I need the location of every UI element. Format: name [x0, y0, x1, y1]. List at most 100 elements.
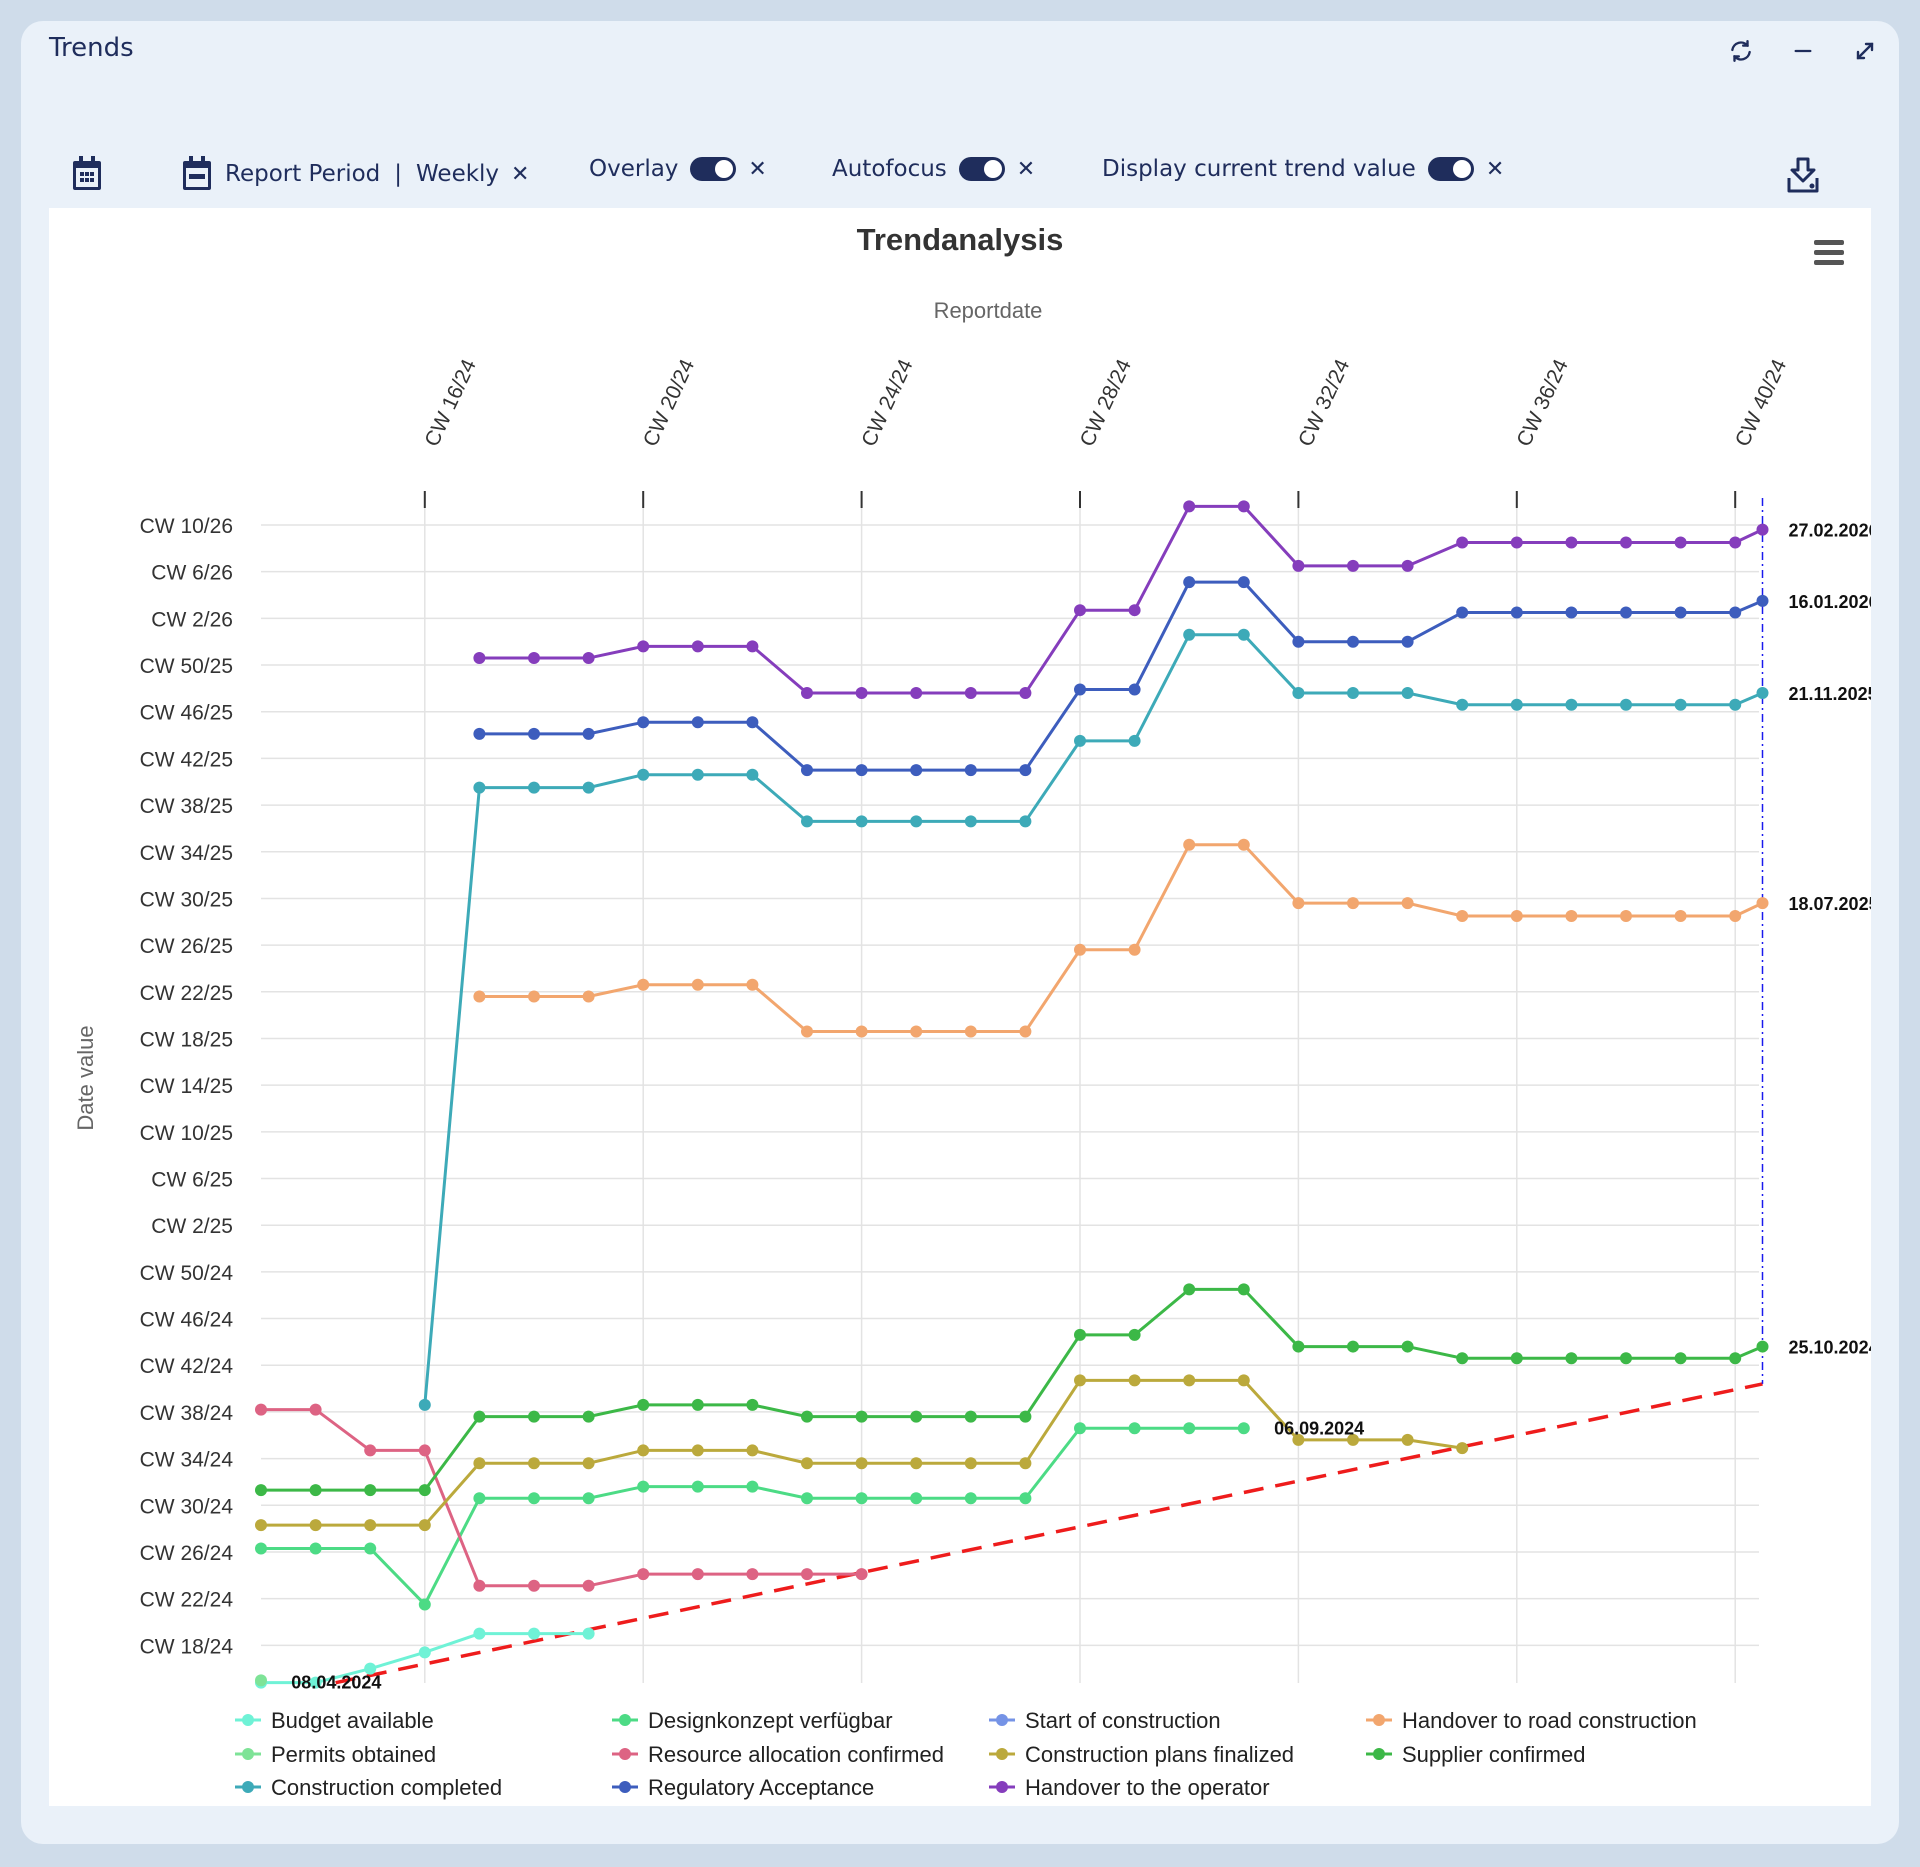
- data-point[interactable]: [1401, 687, 1414, 700]
- data-point[interactable]: [528, 727, 540, 740]
- data-point[interactable]: [309, 1519, 322, 1532]
- data-point[interactable]: [855, 1025, 868, 1038]
- data-point[interactable]: [1347, 635, 1359, 648]
- data-point[interactable]: [528, 1579, 540, 1592]
- data-point[interactable]: [1620, 698, 1632, 711]
- data-point[interactable]: [964, 764, 977, 777]
- data-point[interactable]: [1756, 687, 1769, 700]
- data-point[interactable]: [1674, 536, 1687, 549]
- data-point[interactable]: [1756, 1340, 1769, 1353]
- data-point[interactable]: [1074, 1422, 1086, 1435]
- legend-item[interactable]: Permits obtained: [235, 1742, 436, 1767]
- data-point[interactable]: [473, 727, 486, 740]
- data-point[interactable]: [746, 978, 759, 991]
- data-point[interactable]: [1347, 1340, 1359, 1353]
- data-point[interactable]: [1183, 500, 1196, 513]
- data-point[interactable]: [1729, 536, 1742, 549]
- expand-icon[interactable]: [1849, 35, 1881, 67]
- data-point[interactable]: [1565, 698, 1578, 711]
- remove-display-current-button[interactable]: ✕: [1485, 156, 1505, 182]
- data-point[interactable]: [1183, 1374, 1196, 1387]
- data-point[interactable]: [801, 1410, 813, 1423]
- data-point[interactable]: [855, 1568, 868, 1581]
- remove-autofocus-button[interactable]: ✕: [1016, 156, 1036, 182]
- data-point[interactable]: [1565, 1352, 1578, 1365]
- data-point[interactable]: [855, 1410, 868, 1423]
- minimize-icon[interactable]: [1787, 35, 1819, 67]
- data-point[interactable]: [801, 1457, 813, 1470]
- data-point[interactable]: [1674, 909, 1687, 922]
- data-point[interactable]: [528, 1457, 540, 1470]
- data-point[interactable]: [801, 764, 813, 777]
- data-point[interactable]: [964, 1457, 977, 1470]
- data-point[interactable]: [255, 1674, 267, 1687]
- data-point[interactable]: [1565, 606, 1578, 619]
- data-point[interactable]: [309, 1676, 322, 1689]
- report-period-chip[interactable]: Report Period | Weekly ✕: [181, 156, 529, 192]
- data-point[interactable]: [964, 1410, 977, 1423]
- data-point[interactable]: [801, 687, 813, 700]
- data-point[interactable]: [364, 1519, 377, 1532]
- data-point[interactable]: [1074, 683, 1086, 696]
- data-point[interactable]: [1401, 897, 1414, 910]
- data-point[interactable]: [801, 815, 813, 828]
- data-point[interactable]: [309, 1542, 322, 1555]
- data-point[interactable]: [691, 978, 704, 991]
- data-point[interactable]: [746, 640, 759, 653]
- data-point[interactable]: [1674, 1352, 1687, 1365]
- data-point[interactable]: [364, 1444, 377, 1457]
- data-point[interactable]: [1237, 1283, 1250, 1296]
- data-point[interactable]: [637, 716, 650, 729]
- data-point[interactable]: [1756, 594, 1769, 607]
- legend-item[interactable]: Regulatory Acceptance: [612, 1775, 874, 1800]
- data-point[interactable]: [691, 640, 704, 653]
- series-resource-allocation-confirmed[interactable]: [255, 1403, 868, 1592]
- legend-item[interactable]: Supplier confirmed: [1366, 1742, 1585, 1767]
- date-picker-button[interactable]: [71, 156, 103, 198]
- series-regulatory-acceptance[interactable]: [473, 576, 1769, 777]
- autofocus-toggle[interactable]: [958, 157, 1005, 181]
- refresh-icon[interactable]: [1725, 35, 1757, 67]
- data-point[interactable]: [801, 1492, 813, 1505]
- series-supplier-confirmed[interactable]: [255, 1283, 1769, 1497]
- data-point[interactable]: [582, 781, 595, 794]
- data-point[interactable]: [1128, 604, 1141, 617]
- data-point[interactable]: [364, 1662, 377, 1675]
- data-point[interactable]: [855, 687, 868, 700]
- data-point[interactable]: [1620, 536, 1632, 549]
- data-point[interactable]: [473, 781, 486, 794]
- data-point[interactable]: [1183, 1422, 1196, 1435]
- data-point[interactable]: [1347, 687, 1359, 700]
- data-point[interactable]: [855, 1492, 868, 1505]
- data-point[interactable]: [582, 1410, 595, 1423]
- data-point[interactable]: [1128, 734, 1141, 747]
- series-handover-to-road-construction[interactable]: [473, 838, 1769, 1038]
- data-point[interactable]: [582, 1457, 595, 1470]
- data-point[interactable]: [528, 1492, 540, 1505]
- data-point[interactable]: [473, 1627, 486, 1640]
- data-point[interactable]: [255, 1403, 267, 1416]
- data-point[interactable]: [1128, 1374, 1141, 1387]
- data-point[interactable]: [691, 1444, 704, 1457]
- data-point[interactable]: [1401, 559, 1414, 572]
- data-point[interactable]: [1183, 576, 1196, 589]
- remove-report-period-button[interactable]: ✕: [511, 161, 530, 187]
- display-current-toggle[interactable]: [1427, 157, 1474, 181]
- data-point[interactable]: [1456, 536, 1469, 549]
- data-point[interactable]: [1019, 1457, 1032, 1470]
- data-point[interactable]: [364, 1542, 377, 1555]
- data-point[interactable]: [1620, 1352, 1632, 1365]
- data-point[interactable]: [582, 1492, 595, 1505]
- data-point[interactable]: [1074, 1374, 1086, 1387]
- data-point[interactable]: [691, 716, 704, 729]
- data-point[interactable]: [418, 1519, 431, 1532]
- data-point[interactable]: [1292, 687, 1305, 700]
- data-point[interactable]: [855, 1457, 868, 1470]
- data-point[interactable]: [528, 781, 540, 794]
- data-point[interactable]: [1237, 1422, 1250, 1435]
- data-point[interactable]: [1019, 1025, 1032, 1038]
- data-point[interactable]: [691, 1398, 704, 1411]
- data-point[interactable]: [1292, 1433, 1305, 1446]
- data-point[interactable]: [528, 1410, 540, 1423]
- data-point[interactable]: [1292, 1340, 1305, 1353]
